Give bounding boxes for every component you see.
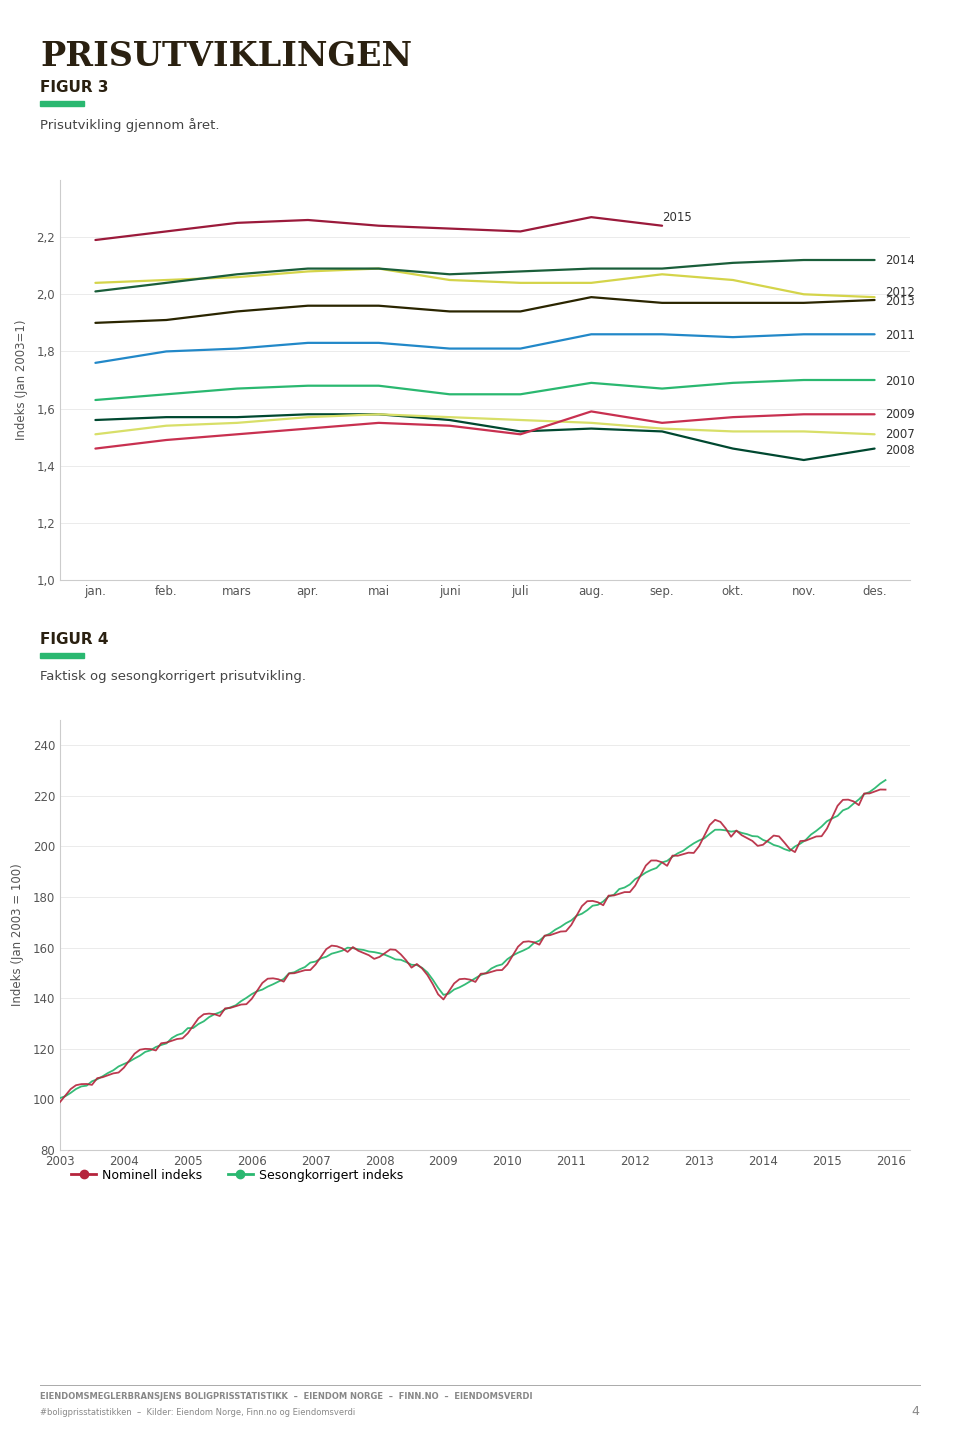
Text: 2010: 2010	[885, 375, 915, 388]
Text: 2013: 2013	[885, 294, 915, 307]
Text: 2015: 2015	[662, 211, 692, 224]
Text: 2009: 2009	[885, 408, 915, 421]
Text: EIENDOMSMEGLERBRANSJENS BOLIGPRISSTATISTIKK  –  EIENDOM NORGE  –  FINN.NO  –  EI: EIENDOMSMEGLERBRANSJENS BOLIGPRISSTATIST…	[40, 1391, 533, 1402]
Text: 4: 4	[912, 1404, 920, 1417]
Text: 2007: 2007	[885, 428, 915, 441]
Text: Prisutvikling gjennom året.: Prisutvikling gjennom året.	[40, 118, 220, 132]
Text: 2014: 2014	[885, 254, 915, 267]
Text: FIGUR 3: FIGUR 3	[40, 80, 108, 95]
Text: PRISUTVIKLINGEN: PRISUTVIKLINGEN	[40, 40, 413, 73]
Text: 2011: 2011	[885, 329, 915, 342]
Y-axis label: Indeks (Jan 2003 = 100): Indeks (Jan 2003 = 100)	[12, 863, 24, 1007]
Y-axis label: Indeks (Jan 2003=1): Indeks (Jan 2003=1)	[15, 320, 28, 441]
Text: 2012: 2012	[885, 286, 915, 299]
Legend: Nominell indeks, Sesongkorrigert indeks: Nominell indeks, Sesongkorrigert indeks	[66, 1163, 408, 1186]
Text: 2008: 2008	[885, 444, 915, 457]
Text: FIGUR 4: FIGUR 4	[40, 632, 108, 648]
Text: #boligprisstatistikken  –  Kilder: Eiendom Norge, Finn.no og Eiendomsverdi: #boligprisstatistikken – Kilder: Eiendom…	[40, 1409, 355, 1417]
Text: Faktisk og sesongkorrigert prisutvikling.: Faktisk og sesongkorrigert prisutvikling…	[40, 671, 306, 684]
